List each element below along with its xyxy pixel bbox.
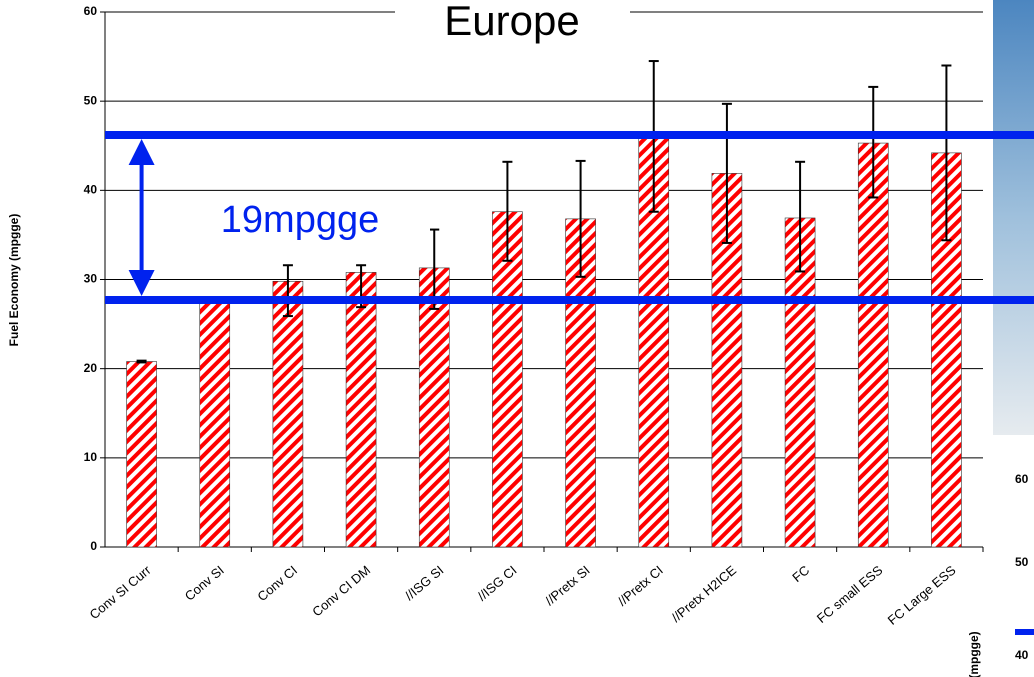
chart-title: Europe — [444, 0, 579, 44]
bar — [272, 280, 304, 548]
y-tick-label: 60 — [84, 4, 98, 18]
y-axis-label: Fuel Economy (mpgge) — [7, 214, 21, 347]
y-tick-label: 20 — [84, 361, 98, 375]
x-tick-label: //Pretx CI — [615, 562, 666, 608]
x-tick-label: Conv SI — [182, 562, 227, 603]
y-tick-label: 0 — [90, 539, 97, 553]
x-tick-label: //Pretx H2ICE — [669, 562, 740, 625]
x-tick-label: FC small ESS — [814, 562, 886, 626]
background-axis-label: (mpgge) — [967, 631, 981, 677]
x-tick-label: FC Large ESS — [885, 562, 959, 628]
x-tick-label: //ISG SI — [402, 562, 447, 603]
bar — [492, 211, 523, 548]
bar — [418, 267, 450, 548]
background-tick-label: 60 — [1015, 472, 1029, 486]
background-tick-label: 40 — [1015, 648, 1029, 662]
x-tick-label: Conv CI DM — [309, 562, 373, 619]
bar — [126, 361, 157, 548]
background-image — [993, 0, 1034, 435]
y-tick-label: 10 — [84, 450, 98, 464]
bar — [857, 142, 889, 548]
bar — [345, 272, 377, 548]
x-tick-label: //Pretx SI — [542, 562, 593, 608]
background-tick-label: 50 — [1015, 555, 1029, 569]
x-tick-label: //ISG CI — [474, 562, 519, 603]
y-tick-label: 40 — [84, 183, 98, 197]
bar — [199, 301, 231, 548]
annotation-background — [185, 198, 430, 248]
arrow-head — [128, 139, 155, 166]
annotation-text: 19mpgge — [221, 199, 379, 241]
y-tick-label: 30 — [84, 272, 98, 286]
bar — [784, 217, 816, 548]
x-tick-label: Conv CI — [254, 562, 300, 604]
x-tick-label: Conv SI Curr — [87, 562, 155, 622]
arrow-head — [128, 270, 155, 297]
y-tick-label: 50 — [84, 93, 98, 107]
x-tick-label: FC — [789, 562, 812, 585]
title-background — [395, 0, 630, 46]
